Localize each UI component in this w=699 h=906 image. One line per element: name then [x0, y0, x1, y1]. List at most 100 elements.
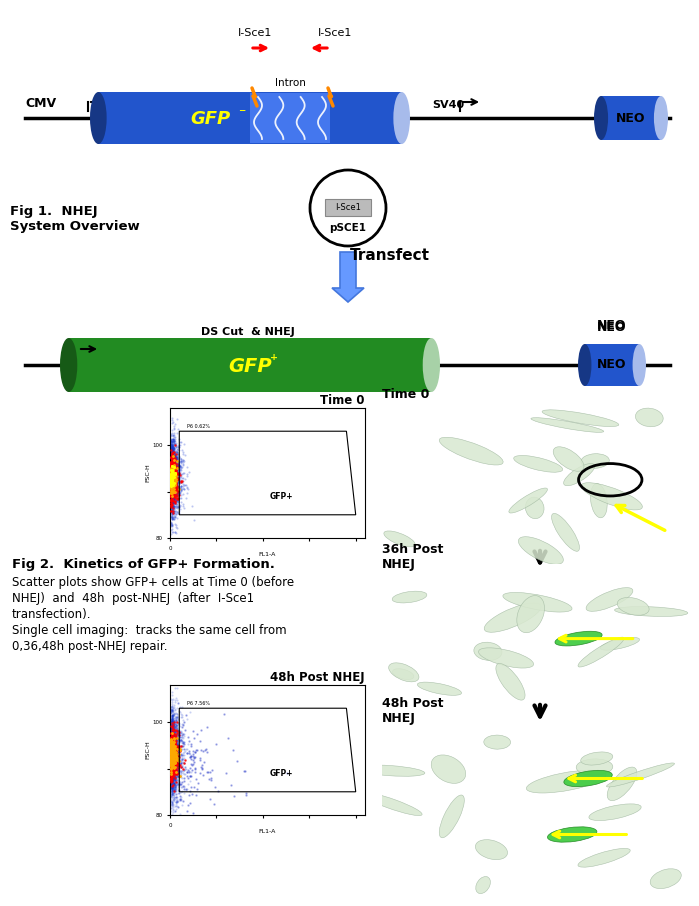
Point [166, 718, 178, 733]
Point [166, 741, 178, 756]
Point [171, 748, 182, 763]
Point [166, 748, 177, 763]
Point [166, 449, 178, 464]
Point [166, 737, 177, 751]
Point [166, 751, 178, 766]
Point [168, 748, 179, 763]
Point [172, 742, 183, 757]
Point [167, 751, 178, 766]
Point [167, 773, 178, 787]
Point [168, 742, 180, 757]
Point [166, 442, 177, 457]
Point [166, 728, 178, 743]
Point [166, 475, 178, 489]
Point [166, 486, 177, 500]
Point [166, 749, 177, 764]
Point [168, 464, 180, 478]
Point [167, 776, 178, 790]
Point [178, 714, 189, 728]
Point [171, 737, 182, 752]
Point [168, 737, 180, 752]
Point [166, 461, 178, 476]
Point [171, 453, 182, 467]
Point [168, 756, 179, 770]
Point [168, 766, 179, 781]
Point [178, 453, 189, 467]
Point [168, 763, 180, 777]
Point [166, 758, 177, 773]
Point [167, 471, 178, 486]
Point [169, 466, 180, 480]
Point [166, 763, 178, 777]
Point [168, 759, 179, 774]
Point [167, 767, 178, 782]
Point [166, 460, 178, 475]
Point [166, 747, 177, 762]
Point [173, 727, 184, 741]
Point [166, 466, 177, 480]
Point [166, 757, 178, 771]
Point [166, 450, 178, 465]
Point [166, 702, 178, 717]
Point [167, 506, 178, 520]
Point [166, 728, 178, 742]
Point [178, 487, 189, 501]
Point [168, 776, 180, 791]
Point [167, 736, 178, 750]
Point [171, 465, 182, 479]
Point [169, 719, 180, 734]
Point [166, 740, 177, 755]
Point [167, 730, 178, 745]
Point [168, 768, 180, 783]
Point [169, 474, 180, 488]
Point [167, 734, 178, 748]
Point [167, 747, 178, 761]
Point [168, 743, 179, 757]
Point [172, 728, 183, 743]
Point [168, 754, 179, 768]
Point [169, 771, 180, 786]
Point [166, 458, 178, 472]
Point [166, 741, 177, 756]
Point [166, 487, 178, 501]
Point [168, 491, 180, 506]
Point [167, 472, 178, 487]
Point [166, 767, 178, 782]
Point [171, 747, 182, 762]
Point [166, 755, 178, 769]
Point [168, 466, 180, 480]
Point [168, 465, 179, 479]
Point [170, 462, 181, 477]
Point [173, 753, 185, 767]
Point [171, 766, 182, 780]
Point [170, 487, 181, 502]
Point [169, 756, 180, 770]
Point [168, 739, 180, 754]
Point [166, 462, 177, 477]
Point [168, 478, 180, 493]
Point [189, 749, 201, 764]
Point [169, 509, 180, 524]
Ellipse shape [423, 338, 440, 392]
Point [167, 761, 178, 776]
Point [166, 762, 177, 776]
Point [166, 735, 178, 749]
Point [166, 481, 178, 496]
Point [166, 766, 177, 780]
Point [171, 761, 182, 776]
Point [167, 767, 178, 782]
Point [172, 745, 183, 759]
Point [166, 767, 177, 782]
Point [167, 763, 178, 777]
Point [166, 485, 177, 499]
Point [178, 471, 189, 486]
Point [166, 785, 178, 799]
Point [173, 736, 184, 750]
Point [177, 709, 188, 724]
Point [168, 731, 179, 746]
Point [168, 478, 180, 493]
Point [171, 746, 182, 760]
Point [166, 765, 177, 779]
Point [166, 745, 177, 759]
Point [170, 468, 181, 483]
